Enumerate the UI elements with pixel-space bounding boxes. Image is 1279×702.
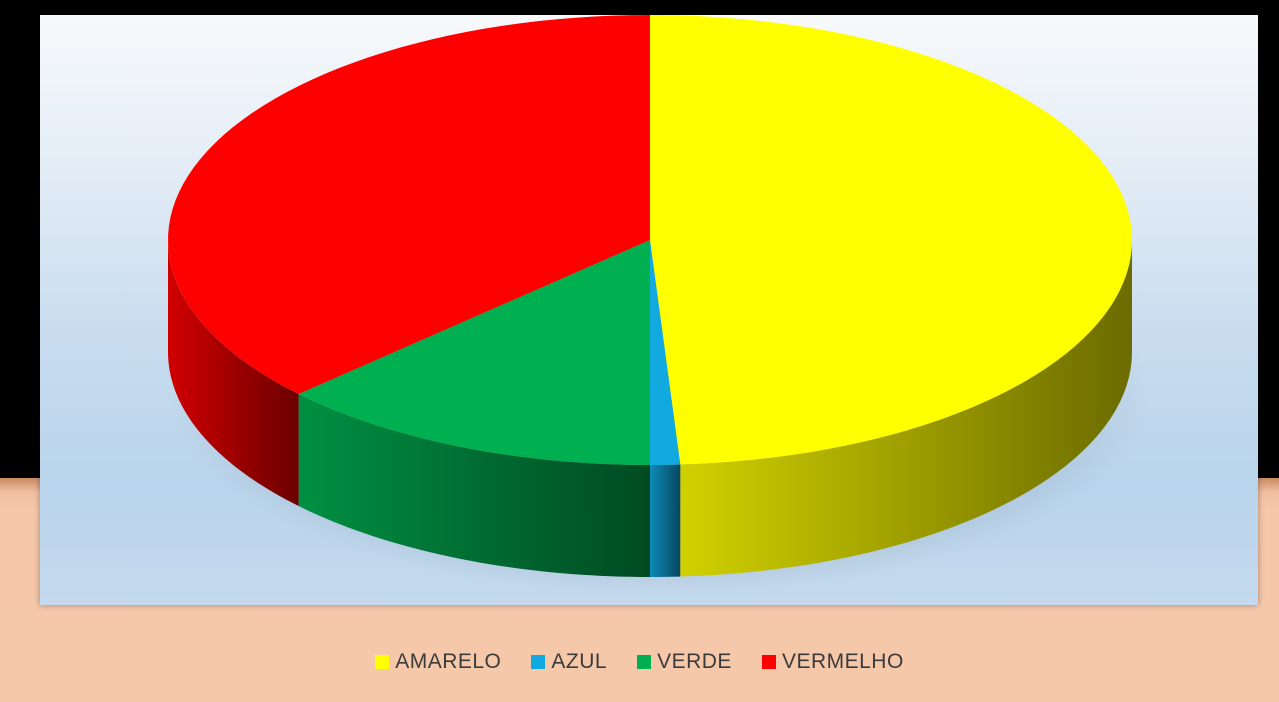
legend-label-verde: VERDE [657,650,732,673]
legend-swatch-vermelho [761,655,776,669]
pie-side-amarelo [680,240,1132,577]
legend-label-amarelo: AMARELO [395,650,502,673]
legend-item-verde: VERDE [637,650,732,674]
pie-slice-vermelho [168,15,650,395]
legend-item-vermelho: VERMELHO [761,650,904,674]
legend-label-azul: AZUL [551,650,608,673]
pie-side-vermelho [168,240,299,507]
legend: AMARELO AZUL VERDE VERMELHO [0,645,1279,679]
pie-tops [168,15,1132,465]
legend-swatch-verde [637,655,652,669]
pie-side-verde [298,394,650,577]
pie-slice-azul [650,240,681,465]
legend-label-vermelho: VERMELHO [781,650,904,673]
pie-sides [168,240,1132,577]
legend-item-amarelo: AMARELO [375,650,501,674]
legend-swatch-azul [531,655,546,669]
pie-slice-amarelo [650,15,1132,465]
pie-side-azul [650,464,681,577]
legend-item-azul: AZUL [531,650,607,674]
pie-slice-verde [298,240,650,465]
legend-swatch-amarelo [375,655,390,669]
